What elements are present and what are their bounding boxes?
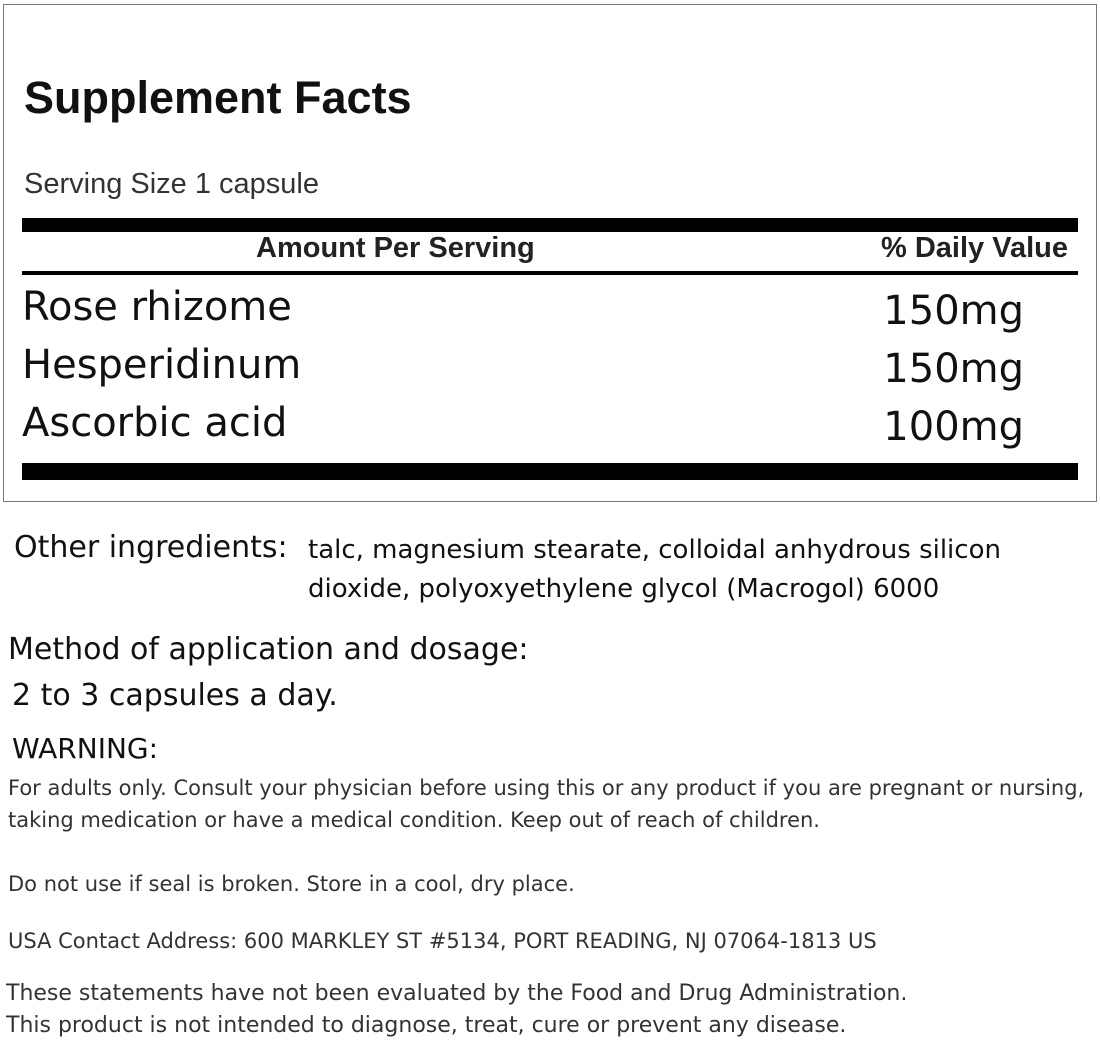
daily-value-header: % Daily Value — [881, 232, 1068, 264]
amount-per-serving-header: Amount Per Serving — [256, 232, 535, 264]
storage-text: Do not use if seal is broken. Store in a… — [8, 872, 575, 896]
ingredient-amount: 150mg — [883, 346, 1024, 392]
ingredient-name: Ascorbic acid — [22, 400, 288, 446]
disclaimer-text: These statements have not been evaluated… — [6, 981, 908, 1006]
other-ingredients-line: dioxide, polyoxyethylene glycol (Macrogo… — [308, 574, 940, 604]
ingredient-amount: 150mg — [883, 288, 1024, 334]
serving-size: Serving Size 1 capsule — [24, 168, 319, 200]
contact-value: 600 MARKLEY ST #5134, PORT READING, NJ 0… — [243, 929, 877, 953]
ingredient-amount: 100mg — [883, 404, 1024, 450]
disclaimer-text: This product is not intended to diagnose… — [6, 1013, 847, 1038]
contact-label: USA Contact Address: — [8, 929, 238, 953]
divider-thick — [22, 218, 1078, 232]
method-label: Method of application and dosage: — [8, 632, 529, 667]
warning-label: WARNING: — [12, 732, 159, 765]
ingredient-name: Rose rhizome — [22, 284, 292, 330]
method-text: 2 to 3 capsules a day. — [12, 678, 338, 713]
divider-bottom — [22, 463, 1078, 480]
ingredient-name: Hesperidinum — [22, 342, 302, 388]
divider-thin — [22, 271, 1078, 275]
other-ingredients-label: Other ingredients: — [14, 530, 288, 565]
other-ingredients-line: talc, magnesium stearate, colloidal anhy… — [308, 535, 1001, 565]
supplement-facts-panel — [3, 4, 1097, 502]
warning-text: For adults only. Consult your physician … — [8, 776, 1085, 800]
contact-address: USA Contact Address: 600 MARKLEY ST #513… — [8, 929, 877, 953]
panel-title: Supplement Facts — [24, 72, 412, 123]
warning-text: taking medication or have a medical cond… — [8, 808, 820, 832]
